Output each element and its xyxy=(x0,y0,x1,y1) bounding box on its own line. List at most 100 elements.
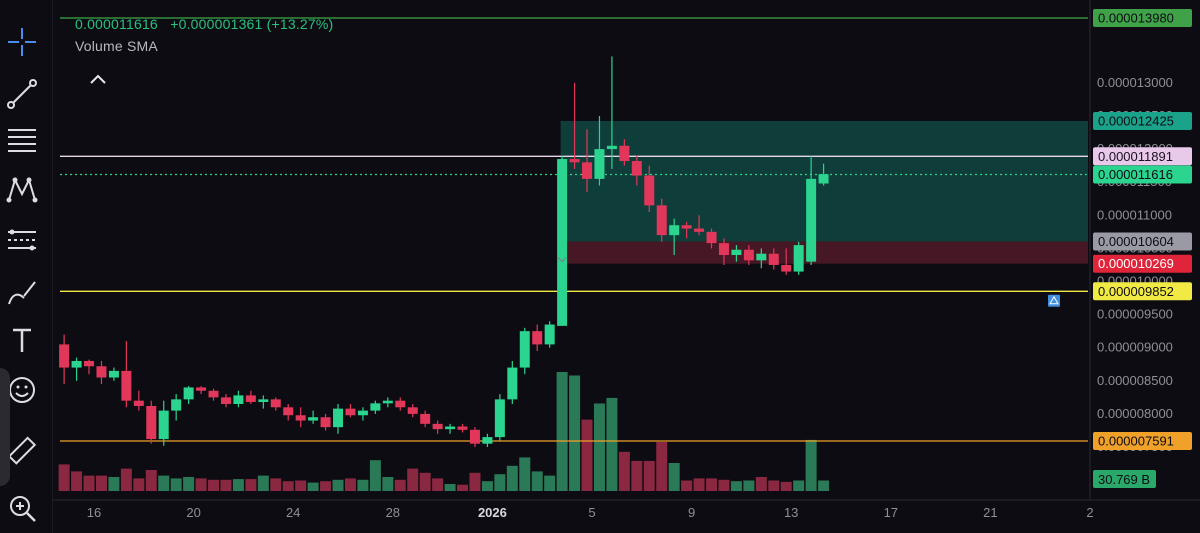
candle-body xyxy=(606,145,617,150)
legend-price: 0.000011616 xyxy=(75,16,158,32)
candle-body xyxy=(457,426,468,430)
candle-body xyxy=(420,413,431,424)
volume-bar xyxy=(693,478,705,491)
volume-bar xyxy=(208,479,220,491)
candle-body xyxy=(258,399,269,403)
volume-bar xyxy=(730,481,742,491)
collapse-chevron-icon[interactable] xyxy=(88,70,108,90)
candle-body xyxy=(245,395,256,403)
volume-bar xyxy=(170,478,182,491)
price-label-yellow: 0.000009852 xyxy=(1098,284,1174,299)
candle-body xyxy=(793,245,804,272)
volume-bar xyxy=(606,397,618,491)
candle-body xyxy=(196,387,207,391)
price-label-current-bg xyxy=(1093,165,1192,184)
volume-bar xyxy=(768,480,780,491)
candle-body xyxy=(71,360,82,368)
volume-bar xyxy=(631,460,643,491)
candle-body xyxy=(96,366,107,378)
price-label-yellow-bg xyxy=(1093,282,1192,301)
candle-body xyxy=(270,399,281,408)
y-tick-label: 0.000008000 xyxy=(1097,406,1173,421)
candle-body xyxy=(594,149,605,179)
volume-bar xyxy=(320,481,332,491)
alert-marker-icon[interactable] xyxy=(1049,295,1059,305)
brush-icon[interactable] xyxy=(4,274,40,310)
y-tick-label: 0.000013000 xyxy=(1097,75,1173,90)
volume-bar xyxy=(793,480,805,491)
volume-bar xyxy=(344,478,356,491)
price-label-entry-bg xyxy=(1093,232,1192,251)
emoji-icon[interactable] xyxy=(4,372,40,408)
volume-bar xyxy=(805,439,817,491)
volume-bar xyxy=(295,480,307,491)
side-panel-handle[interactable] xyxy=(0,368,10,486)
candle-body xyxy=(357,410,368,416)
ruler-icon[interactable] xyxy=(4,434,40,470)
candle-body xyxy=(706,231,717,244)
entry-arrow-marker xyxy=(557,257,567,263)
volume-bar xyxy=(618,451,630,491)
candle-body xyxy=(756,253,767,261)
candle-body xyxy=(731,249,742,256)
x-tick-label: 2026 xyxy=(478,505,507,520)
candle-body xyxy=(557,159,568,326)
pattern-icon[interactable] xyxy=(4,172,40,208)
candle-body xyxy=(781,264,792,272)
x-tick-label: 24 xyxy=(286,505,300,520)
price-label-target-bg xyxy=(1093,111,1192,130)
volume-bar xyxy=(120,468,132,491)
candle-body xyxy=(818,174,829,184)
volume-bar xyxy=(593,403,605,491)
candle-body xyxy=(619,145,630,162)
candle-body xyxy=(494,399,505,438)
y-tick-label: 0.000009000 xyxy=(1097,340,1173,355)
trend-line-icon[interactable] xyxy=(4,76,40,112)
candle-body xyxy=(382,400,393,404)
volume-bar xyxy=(382,477,394,491)
candle-body xyxy=(656,205,667,236)
candle-body xyxy=(121,370,132,401)
prediction-icon[interactable] xyxy=(4,222,40,258)
drawing-toolbar xyxy=(0,0,53,533)
candle-body xyxy=(718,243,729,256)
candle-body xyxy=(395,400,406,408)
x-tick-label: 2 xyxy=(1086,505,1093,520)
legend-change: +0.000001361 xyxy=(170,16,263,32)
price-label-orange-bg xyxy=(1093,432,1192,450)
volume-label-bg xyxy=(1093,470,1156,488)
volume-bar xyxy=(282,481,294,491)
zoom-in-icon[interactable] xyxy=(4,490,40,526)
fib-retracement-icon[interactable] xyxy=(4,122,40,158)
volume-bar xyxy=(469,472,481,491)
candle-body xyxy=(208,390,219,398)
x-tick-label: 28 xyxy=(386,505,400,520)
volume-bar xyxy=(544,475,556,491)
candle-body xyxy=(694,228,705,232)
text-icon[interactable] xyxy=(4,322,40,358)
candle-body xyxy=(171,399,182,411)
volume-bar xyxy=(108,477,120,491)
crosshair-icon[interactable] xyxy=(4,24,40,60)
volume-bar xyxy=(643,460,655,491)
candle-body xyxy=(308,417,319,421)
candle-body xyxy=(320,417,331,428)
volume-bar xyxy=(145,470,157,491)
price-label-current: 0.000011616 xyxy=(1098,167,1173,182)
volume-bar xyxy=(307,482,319,491)
candle-body xyxy=(146,405,157,440)
x-tick-label: 9 xyxy=(688,505,695,520)
y-tick-label: 0.000008500 xyxy=(1097,373,1173,388)
position-loss-zone xyxy=(560,241,1088,264)
candle-body xyxy=(806,178,817,262)
price-label-top: 0.000013980 xyxy=(1098,11,1174,26)
volume-bar xyxy=(818,480,830,491)
volume-sma-label[interactable]: Volume SMA xyxy=(75,38,158,54)
candle-body xyxy=(183,387,194,400)
candle-body xyxy=(544,324,555,345)
x-tick-label: 17 xyxy=(884,505,898,520)
volume-bar xyxy=(357,479,369,491)
candle-body xyxy=(631,161,642,176)
volume-bar xyxy=(58,464,70,491)
